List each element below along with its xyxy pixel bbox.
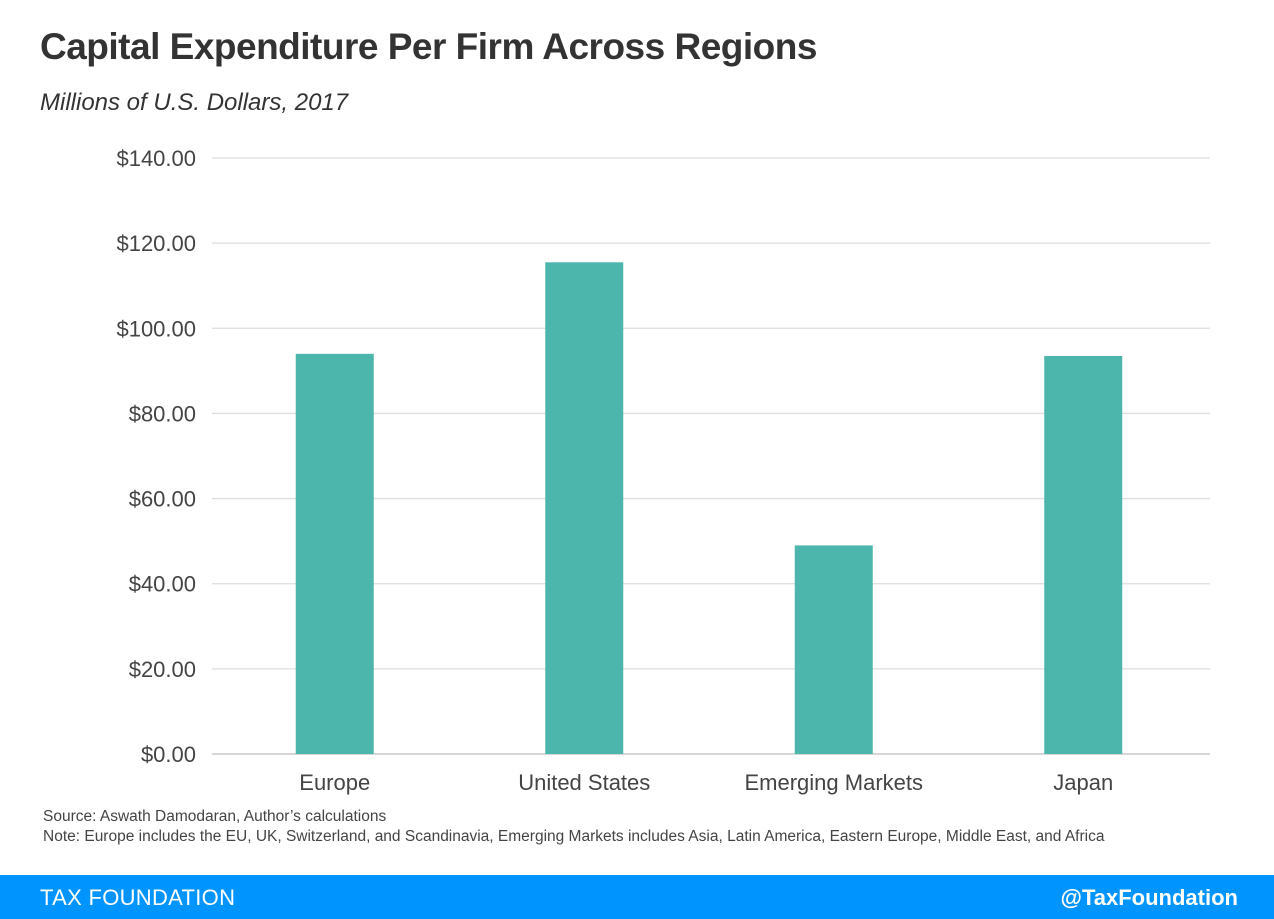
y-tick-label: $100.00 xyxy=(116,316,196,341)
x-tick-label: United States xyxy=(518,770,650,795)
bar-europe xyxy=(295,353,374,754)
footer-bar: TAX FOUNDATION @TaxFoundation xyxy=(0,875,1274,919)
bar-japan xyxy=(1044,355,1123,754)
chart-title: Capital Expenditure Per Firm Across Regi… xyxy=(40,26,817,67)
chart-subtitle: Millions of U.S. Dollars, 2017 xyxy=(40,89,349,116)
y-tick-label: $80.00 xyxy=(129,401,196,426)
x-axis-labels: Europe United States Emerging Markets Japan xyxy=(299,770,1113,795)
footer-handle: @TaxFoundation xyxy=(1060,885,1238,910)
y-tick-label: $140.00 xyxy=(116,146,196,171)
x-tick-label: Japan xyxy=(1053,770,1113,795)
bars xyxy=(295,262,1123,754)
bar-emerging-markets xyxy=(794,545,873,754)
explanatory-note: Note: Europe includes the EU, UK, Switze… xyxy=(43,828,1105,845)
y-tick-label: $60.00 xyxy=(129,487,196,512)
gridlines xyxy=(212,157,1210,755)
chart-notes: Source: Aswath Damodaran, Author’s calcu… xyxy=(43,807,1133,847)
bar-united-states xyxy=(545,262,624,754)
y-tick-label: $20.00 xyxy=(129,657,196,682)
y-tick-label: $0.00 xyxy=(141,742,196,767)
y-axis-labels: $0.00 $20.00 $40.00 $60.00 $80.00 $100.00 $120… xyxy=(116,146,196,767)
x-tick-label: Emerging Markets xyxy=(744,770,923,795)
footer-brand: TAX FOUNDATION xyxy=(40,885,236,910)
y-tick-label: $120.00 xyxy=(116,231,196,256)
x-tick-label: Europe xyxy=(299,770,370,795)
y-tick-label: $40.00 xyxy=(129,572,196,597)
bar-chart: $0.00 $20.00 $40.00 $60.00 $80.00 $100.00 $120… xyxy=(116,146,1210,795)
source-note: Source: Aswath Damodaran, Author’s calcu… xyxy=(43,808,387,825)
